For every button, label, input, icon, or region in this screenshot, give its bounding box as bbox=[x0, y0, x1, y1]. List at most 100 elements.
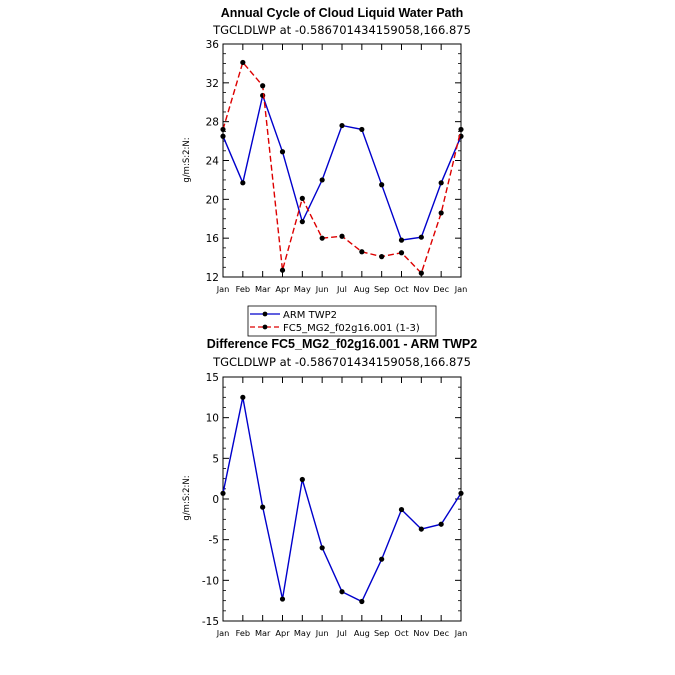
y-tick-label-2: 5 bbox=[212, 453, 219, 465]
x-tick-label-1: Feb bbox=[236, 284, 251, 294]
y-tick-label-1: 12 bbox=[206, 272, 219, 284]
x-tick-label-2: Sep bbox=[374, 628, 389, 638]
data-point-1-0 bbox=[438, 180, 444, 186]
data-point-2-0 bbox=[398, 506, 405, 513]
data-point-2-0 bbox=[438, 521, 444, 527]
data-point-1-1 bbox=[240, 59, 246, 66]
data-point-1-1 bbox=[379, 254, 385, 260]
legend: ARM TWP2 FC5_MG2_f02g16.001 (1-3) bbox=[247, 305, 437, 337]
data-point-2-0 bbox=[418, 526, 424, 532]
data-point-1-0 bbox=[240, 180, 246, 186]
legend-label-fc5: FC5_MG2_f02g16.001 (1-3) bbox=[283, 323, 420, 334]
axes-2: -15 -10 -5 0 5 10 15 Jan Feb Mar Apr May Jun Jul Aug Se… bbox=[202, 372, 467, 638]
y-tick-label-2: 10 bbox=[206, 413, 219, 425]
y-tick-label-2: 0 bbox=[212, 494, 219, 506]
data-point-2-0 bbox=[319, 545, 325, 551]
data-point-1-0 bbox=[418, 234, 424, 240]
y-tick-label-1: 28 bbox=[206, 117, 219, 129]
x-tick-label-1: May bbox=[294, 284, 311, 294]
series-line-1-1 bbox=[222, 60, 462, 275]
data-point-2-0 bbox=[279, 596, 286, 602]
legend-marker-arm bbox=[262, 311, 268, 317]
x-tick-label-2: Dec bbox=[433, 628, 449, 638]
chart-title-2: Difference FC5_MG2_f02g16.001 - ARM TWP2 bbox=[207, 337, 478, 351]
y-tick-label-1: 20 bbox=[206, 194, 219, 206]
data-point-2-0 bbox=[260, 504, 266, 510]
series-group-1 bbox=[220, 59, 464, 276]
y-tick-label-2: -10 bbox=[202, 575, 219, 587]
data-point-1-0 bbox=[319, 177, 325, 183]
x-tick-label-2: Jan bbox=[216, 628, 230, 638]
data-point-1-1 bbox=[279, 267, 286, 273]
x-tick-label-1: Nov bbox=[413, 284, 429, 294]
legend-label-arm: ARM TWP2 bbox=[283, 310, 337, 321]
legend-box bbox=[247, 305, 437, 337]
data-point-1-0 bbox=[220, 133, 226, 139]
x-tick-label-1: Aug bbox=[354, 284, 370, 294]
x-tick-label-2: Jan bbox=[454, 628, 468, 638]
data-point-1-0 bbox=[359, 126, 365, 133]
data-point-2-0 bbox=[359, 598, 365, 605]
x-tick-label-1: Jan bbox=[454, 284, 468, 294]
data-point-1-0 bbox=[379, 182, 385, 188]
data-point-1-0 bbox=[398, 237, 405, 243]
data-point-2-0 bbox=[220, 490, 226, 496]
chart-subtitle-2: TGCLDLWP at -0.586701434159058,166.875 bbox=[212, 355, 471, 369]
x-tick-label-1: Mar bbox=[255, 284, 271, 294]
data-point-1-1 bbox=[339, 233, 345, 239]
x-tick-label-2: Mar bbox=[255, 628, 271, 638]
x-tick-label-2: Jul bbox=[336, 628, 347, 638]
x-tick-label-1: Apr bbox=[275, 284, 290, 294]
panel-difference: Difference FC5_MG2_f02g16.001 - ARM TWP2… bbox=[182, 337, 477, 638]
y-axis-label-1: g/m:S:2:N: bbox=[182, 137, 192, 182]
data-point-1-1 bbox=[398, 250, 405, 256]
data-point-1-0 bbox=[339, 122, 345, 129]
chart-subtitle-1: TGCLDLWP at -0.586701434159058,166.875 bbox=[212, 23, 471, 37]
y-tick-label-2: -5 bbox=[209, 535, 219, 547]
series-group-2 bbox=[220, 394, 464, 605]
panel-annual-cycle: Annual Cycle of Cloud Liquid Water Path … bbox=[182, 6, 471, 337]
data-point-1-1 bbox=[418, 270, 424, 276]
data-point-2-0 bbox=[339, 589, 345, 595]
y-tick-label-2: -15 bbox=[202, 616, 219, 628]
data-point-2-0 bbox=[299, 476, 305, 483]
data-point-1-1 bbox=[458, 126, 464, 133]
data-point-1-1 bbox=[438, 210, 444, 216]
data-point-1-1 bbox=[260, 83, 266, 89]
axes-1: 12 16 20 24 28 32 36 Jan Feb Mar Apr May Jun Jul Aug Se… bbox=[206, 39, 468, 294]
x-tick-label-2: Feb bbox=[236, 628, 251, 638]
x-tick-label-2: Oct bbox=[394, 628, 409, 638]
y-axis-label-2: g/m:S:2:N: bbox=[182, 475, 192, 520]
x-tick-label-1: Jul bbox=[336, 284, 347, 294]
x-tick-label-2: Aug bbox=[354, 628, 370, 638]
x-tick-label-1: Jan bbox=[216, 284, 230, 294]
data-point-2-0 bbox=[240, 394, 246, 400]
x-tick-label-2: Apr bbox=[275, 628, 290, 638]
legend-marker-fc5 bbox=[262, 324, 268, 330]
x-tick-label-2: Nov bbox=[413, 628, 429, 638]
series-line-2-0 bbox=[222, 397, 462, 603]
data-point-1-0 bbox=[279, 149, 286, 155]
y-tick-label-1: 24 bbox=[206, 156, 220, 168]
x-tick-label-1: Jun bbox=[315, 284, 329, 294]
x-tick-label-2: May bbox=[294, 628, 311, 638]
chart-title-1: Annual Cycle of Cloud Liquid Water Path bbox=[221, 6, 464, 20]
series-line-1-0 bbox=[222, 92, 462, 241]
x-tick-label-1: Sep bbox=[374, 284, 389, 294]
x-tick-label-1: Oct bbox=[394, 284, 409, 294]
data-point-1-1 bbox=[319, 235, 325, 241]
x-tick-label-2: Jun bbox=[315, 628, 329, 638]
data-point-1-0 bbox=[299, 219, 305, 225]
data-point-1-1 bbox=[359, 249, 365, 255]
data-point-1-1 bbox=[299, 195, 305, 201]
data-point-2-0 bbox=[379, 556, 385, 562]
y-tick-label-2: 15 bbox=[206, 372, 219, 384]
data-point-2-0 bbox=[458, 490, 464, 496]
y-tick-label-1: 36 bbox=[206, 39, 220, 51]
plot-frame-1 bbox=[222, 43, 462, 278]
plot-frame-2 bbox=[222, 376, 462, 622]
x-tick-label-1: Dec bbox=[433, 284, 449, 294]
y-tick-label-1: 16 bbox=[206, 233, 220, 245]
data-point-1-1 bbox=[220, 126, 226, 133]
